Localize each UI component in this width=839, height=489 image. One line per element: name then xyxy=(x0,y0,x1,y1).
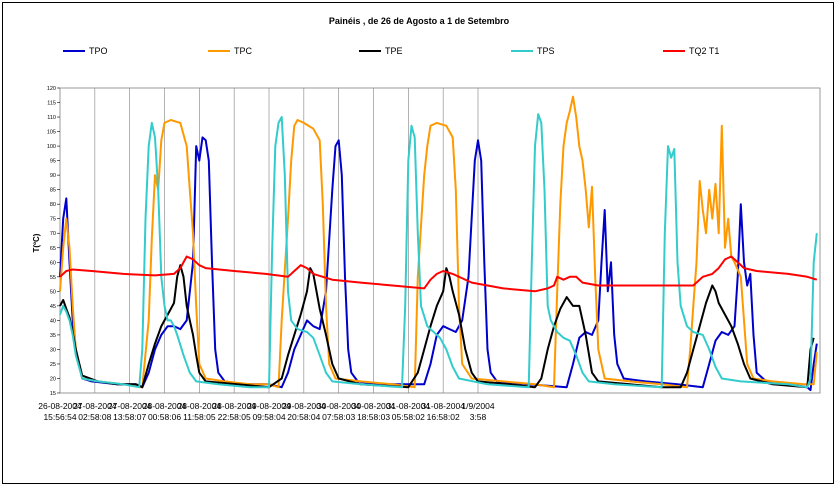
series-line-tpc xyxy=(59,95,818,389)
y-tick-label: 25 xyxy=(50,362,56,368)
legend-label: TPC xyxy=(234,46,253,56)
y-tick-label: 85 xyxy=(50,188,56,194)
y-tick-label: 95 xyxy=(50,159,56,165)
x-tick-label: 31-08-2004 16:58:02 xyxy=(421,401,465,422)
y-tick-label: 60 xyxy=(50,260,56,266)
chart-title: Painéis , de 26 de Agosto a 1 de Setembr… xyxy=(329,16,510,26)
y-tick-label: 40 xyxy=(50,318,56,324)
y-tick-label: 15 xyxy=(50,391,56,397)
x-tick-label: 30-08-2004 18:58:03 xyxy=(352,401,396,422)
y-tick-label: 110 xyxy=(47,115,56,121)
x-tick-label: 29-08-2004 20:58:04 xyxy=(282,401,326,422)
y-tick-label: 100 xyxy=(47,144,56,150)
y-tick-label: 35 xyxy=(50,333,56,339)
y-tick-label: 20 xyxy=(50,376,56,382)
y-tick-label: 70 xyxy=(50,231,56,237)
y-tick-label: 65 xyxy=(50,246,56,252)
chart-frame: Painéis , de 26 de Agosto a 1 de Setembr… xyxy=(2,2,834,484)
series-lines xyxy=(59,95,818,392)
y-tick-label: 50 xyxy=(50,289,56,295)
x-tick-label: 26-08-2004 15:56:54 xyxy=(38,401,82,422)
x-tick-label: 28-08-2004 22:58:05 xyxy=(212,401,256,422)
y-tick-label: 75 xyxy=(50,217,56,223)
y-tick-label: 30 xyxy=(50,347,56,353)
line-chart: Painéis , de 26 de Agosto a 1 de Setembr… xyxy=(32,16,821,422)
series-line-tpe xyxy=(59,264,815,389)
y-tick-label: 115 xyxy=(47,101,56,107)
y-axis-ticks: 15 20 25 30 35 40 45 50 55 60 65 70 75 80 85 90 95 100 105… xyxy=(47,86,60,397)
y-tick-label: 120 xyxy=(47,86,56,92)
series-line-tq2-t1 xyxy=(59,255,818,293)
y-tick-label: 80 xyxy=(50,202,56,208)
y-axis-label: T(ºC) xyxy=(32,233,41,252)
x-tick-label: 28-08-2004 11:58:05 xyxy=(178,401,222,422)
legend-label: TQ2 T1 xyxy=(689,46,719,56)
x-tick-label: 1/9/2004 3:58 xyxy=(461,401,494,422)
y-tick-label: 90 xyxy=(50,173,56,179)
legend-label: TPS xyxy=(537,46,555,56)
series-line-tpo xyxy=(59,136,818,392)
y-tick-label: 105 xyxy=(47,130,56,136)
legend-label: TPO xyxy=(89,46,108,56)
x-tick-label: 28-08-2004 00:58:06 xyxy=(143,401,187,422)
x-tick-label: 29-08-2004 09:58:04 xyxy=(247,401,291,422)
y-tick-label: 55 xyxy=(50,275,56,281)
x-tick-label: 27-08-2004 02:58:08 xyxy=(73,401,117,422)
plot-area xyxy=(59,87,821,394)
legend: TPO TPC TPE TPS TQ2 T1 xyxy=(63,46,719,56)
x-tick-label: 30-08-2004 07:58:03 xyxy=(317,401,361,422)
series-line-tps xyxy=(59,113,818,389)
y-tick-label: 45 xyxy=(50,304,56,310)
grid xyxy=(94,88,479,393)
x-tick-label: 31-08-2004 05:58:02 xyxy=(387,401,431,422)
x-tick-label: 27-08-2004 13:58:07 xyxy=(108,401,152,422)
legend-label: TPE xyxy=(385,46,403,56)
